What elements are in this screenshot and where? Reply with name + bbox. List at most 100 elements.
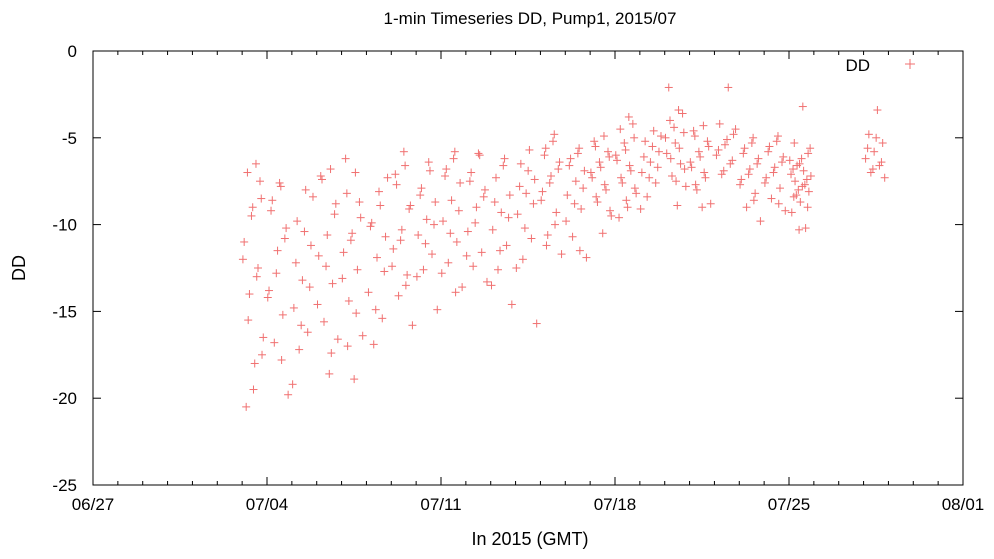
data-point xyxy=(316,171,325,180)
data-point xyxy=(654,147,663,156)
data-point xyxy=(606,206,615,215)
data-point xyxy=(653,163,662,172)
data-point xyxy=(772,137,781,146)
data-point xyxy=(380,267,389,276)
y-tick-label: 0 xyxy=(68,42,77,61)
data-point xyxy=(465,177,474,186)
data-point xyxy=(570,199,579,208)
data-point xyxy=(356,213,365,222)
data-point xyxy=(306,241,315,250)
data-point xyxy=(742,203,751,212)
data-point xyxy=(298,276,307,285)
data-point xyxy=(267,206,276,215)
data-point xyxy=(388,262,397,271)
data-point xyxy=(797,154,806,163)
data-point xyxy=(793,161,802,170)
data-point xyxy=(327,349,336,358)
data-point xyxy=(704,142,713,151)
data-point xyxy=(367,218,376,227)
data-point xyxy=(494,265,503,274)
data-point xyxy=(352,309,361,318)
data-point xyxy=(690,132,699,141)
data-point xyxy=(408,321,417,330)
data-point xyxy=(265,286,274,295)
data-point xyxy=(502,241,511,250)
data-point xyxy=(781,206,790,215)
data-point xyxy=(339,248,348,257)
data-point xyxy=(774,199,783,208)
data-point xyxy=(504,213,513,222)
data-point xyxy=(632,189,641,198)
data-point xyxy=(471,218,480,227)
data-point xyxy=(687,163,696,172)
data-point xyxy=(297,321,306,330)
data-point xyxy=(646,158,655,167)
data-point xyxy=(765,142,774,151)
data-point xyxy=(343,342,352,351)
data-point xyxy=(571,177,580,186)
data-point xyxy=(625,161,634,170)
data-point xyxy=(622,196,631,205)
data-point xyxy=(673,201,682,210)
data-point xyxy=(268,196,277,205)
data-point xyxy=(480,185,489,194)
data-point xyxy=(422,215,431,224)
data-point xyxy=(764,147,773,156)
data-point xyxy=(666,154,675,163)
data-point xyxy=(516,159,525,168)
data-point xyxy=(791,177,800,186)
data-point xyxy=(877,158,886,167)
data-point xyxy=(726,159,735,168)
data-point xyxy=(242,402,251,411)
data-point xyxy=(762,173,771,182)
data-point xyxy=(401,281,410,290)
data-point xyxy=(678,109,687,118)
data-point xyxy=(679,128,688,137)
data-point xyxy=(700,168,709,177)
x-tick-label: 07/18 xyxy=(594,495,637,514)
data-point xyxy=(419,265,428,274)
data-point xyxy=(790,139,799,148)
data-point xyxy=(864,130,873,139)
data-point xyxy=(513,210,522,219)
data-point xyxy=(645,173,654,182)
data-point xyxy=(527,234,536,243)
data-point xyxy=(723,135,732,144)
data-point xyxy=(488,225,497,234)
data-point xyxy=(323,231,332,240)
data-point xyxy=(668,171,677,180)
data-point xyxy=(437,269,446,278)
plot-frame xyxy=(92,50,964,486)
data-point xyxy=(449,154,458,163)
data-point xyxy=(295,345,304,354)
data-point xyxy=(331,199,340,208)
data-point xyxy=(541,144,550,153)
data-point xyxy=(348,229,357,238)
data-point xyxy=(787,208,796,217)
data-point xyxy=(753,159,762,168)
data-point xyxy=(499,161,508,170)
data-point xyxy=(582,253,591,262)
data-point xyxy=(496,246,505,255)
data-point xyxy=(591,142,600,151)
data-point xyxy=(706,199,715,208)
data-point xyxy=(452,237,461,246)
data-point xyxy=(870,147,879,156)
data-point xyxy=(636,204,645,213)
data-point xyxy=(538,187,547,196)
data-point xyxy=(675,144,684,153)
data-point xyxy=(596,163,605,172)
data-point xyxy=(353,265,362,274)
data-point xyxy=(577,204,586,213)
data-point xyxy=(431,198,440,207)
data-point xyxy=(739,149,748,158)
data-point xyxy=(308,192,317,201)
data-point xyxy=(277,356,286,365)
data-point xyxy=(378,314,387,323)
data-point xyxy=(656,132,665,141)
data-point xyxy=(670,123,679,132)
data-point xyxy=(333,335,342,344)
data-point xyxy=(566,154,575,163)
data-point xyxy=(754,154,763,163)
data-point xyxy=(875,161,884,170)
